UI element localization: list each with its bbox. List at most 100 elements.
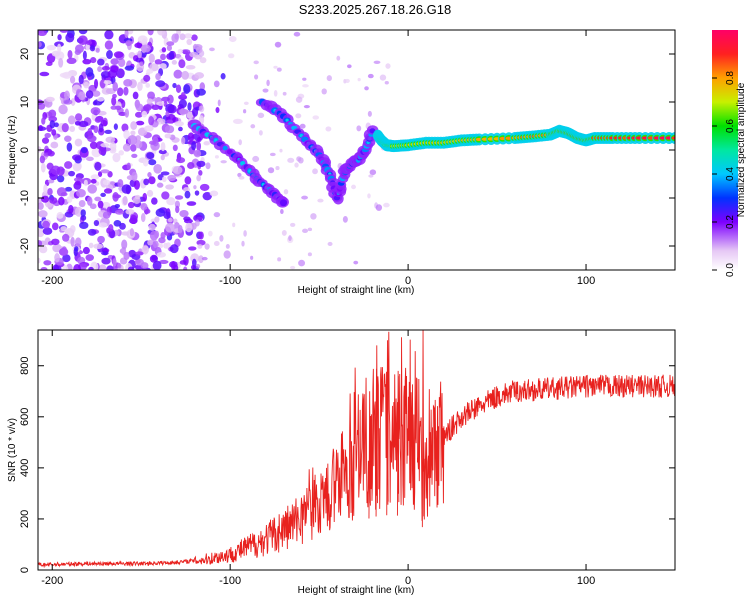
noise-blob	[104, 40, 114, 50]
noise-blob	[58, 57, 64, 68]
noise-blob	[179, 209, 189, 218]
noise-blob	[159, 63, 167, 70]
noise-blob	[192, 43, 203, 50]
noise-blob	[90, 174, 100, 180]
noise-blob	[129, 214, 138, 225]
noise-blob	[187, 162, 195, 169]
noise-blob	[194, 190, 200, 196]
noise-blob	[254, 74, 259, 80]
noise-blob	[93, 125, 99, 134]
noise-blob	[172, 144, 178, 152]
noise-blob	[326, 75, 332, 82]
noise-blob	[160, 53, 166, 61]
noise-blob	[113, 229, 120, 236]
noise-blob	[38, 257, 41, 264]
noise-blob	[42, 227, 53, 235]
noise-blob	[124, 65, 135, 71]
colorbar-tick-label: 0.8	[725, 71, 736, 85]
noise-blob	[295, 96, 303, 103]
colorbar-tick-label: 0.0	[725, 263, 736, 277]
noise-blob	[148, 223, 156, 231]
noise-blob	[107, 171, 113, 178]
noise-blob	[384, 80, 389, 85]
noise-blob	[50, 141, 59, 149]
noise-blob	[301, 195, 308, 200]
noise-blob	[52, 264, 60, 270]
noise-blob	[113, 220, 122, 227]
noise-blob	[56, 187, 67, 197]
noise-blob	[153, 163, 162, 174]
noise-blob	[135, 120, 145, 126]
noise-blob	[220, 160, 227, 164]
noise-blob	[43, 184, 48, 194]
noise-blob	[187, 132, 195, 142]
noise-blob	[151, 104, 160, 111]
noise-blob	[288, 235, 292, 241]
noise-blob	[213, 240, 220, 247]
noise-blob	[204, 243, 210, 250]
noise-blob	[160, 141, 166, 152]
noise-blob	[93, 243, 104, 250]
noise-blob	[49, 197, 58, 204]
noise-blob	[87, 184, 98, 194]
noise-blob	[148, 116, 155, 126]
noise-blob	[303, 104, 310, 109]
noise-blob	[186, 201, 197, 206]
noise-blob	[62, 254, 71, 263]
noise-blob	[232, 222, 236, 228]
noise-blob	[232, 118, 243, 125]
noise-blob	[70, 98, 76, 106]
noise-blob	[368, 174, 374, 178]
noise-blob	[163, 242, 168, 249]
noise-blob	[56, 212, 64, 219]
noise-blob	[274, 41, 282, 48]
noise-blob	[241, 240, 245, 247]
noise-blob	[80, 146, 88, 154]
noise-blob	[38, 228, 45, 238]
noise-blob	[177, 48, 183, 54]
noise-blob	[100, 169, 110, 174]
noise-blob	[143, 104, 152, 111]
noise-blob	[59, 30, 69, 33]
noise-blob	[97, 235, 105, 244]
snr-series-line	[38, 330, 675, 569]
noise-blob	[123, 86, 129, 96]
noise-blob	[237, 172, 242, 178]
noise-blob	[87, 127, 93, 138]
noise-blob	[167, 104, 177, 114]
noise-blob	[73, 264, 82, 270]
noise-blob	[89, 141, 98, 150]
noise-blob	[171, 33, 179, 43]
noise-blob	[88, 266, 94, 270]
noise-blob	[342, 215, 348, 223]
noise-blob	[127, 135, 138, 145]
noise-blob	[103, 80, 112, 85]
noise-blob	[125, 40, 132, 47]
noise-blob	[117, 179, 124, 188]
spectral-peak	[279, 199, 288, 207]
noise-blob	[90, 178, 97, 184]
noise-blob	[69, 125, 76, 133]
noise-blob	[73, 177, 83, 182]
noise-blob	[66, 57, 77, 65]
noise-blob	[165, 184, 175, 190]
noise-blob	[165, 111, 170, 117]
noise-blob	[67, 115, 76, 125]
noise-blob	[166, 197, 176, 206]
spectrogram-ytick-label: 0	[19, 147, 31, 153]
noise-blob	[96, 97, 105, 102]
noise-blob	[121, 184, 132, 194]
noise-blob	[302, 84, 309, 88]
noise-blob	[45, 96, 55, 102]
spectrogram-xtick-label: -200	[41, 275, 63, 287]
noise-blob	[307, 252, 312, 257]
noise-blob	[110, 58, 119, 66]
noise-blob	[293, 31, 301, 37]
noise-blob	[116, 68, 125, 79]
noise-blob	[80, 209, 86, 217]
noise-blob	[141, 245, 149, 254]
noise-blob	[158, 149, 167, 155]
noise-blob	[80, 215, 87, 221]
noise-blob	[280, 209, 284, 215]
